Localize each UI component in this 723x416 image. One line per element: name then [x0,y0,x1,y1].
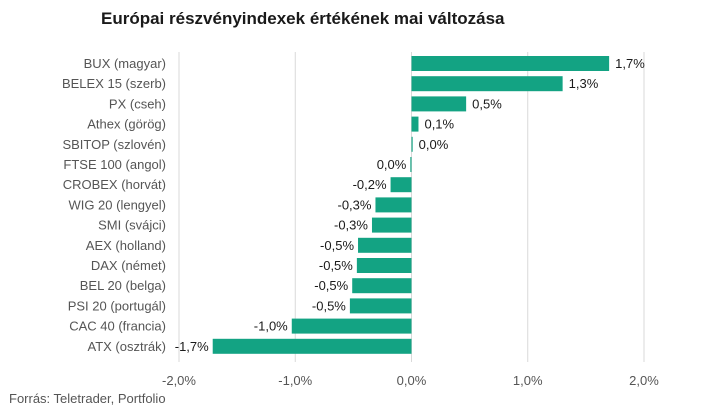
category-label: CAC 40 (francia) [69,319,166,334]
label-layer: BUX (magyar) 1,7% BELEX 15 (szerb) 1,3% PX (… [62,56,645,354]
bar [358,237,412,253]
bar [411,136,413,152]
bar [371,217,412,233]
value-label: -0,5% [320,238,354,253]
bar [375,197,412,213]
category-label: FTSE 100 (angol) [63,157,166,172]
bar [411,56,610,71]
category-label: SBITOP (szlovén) [62,137,166,152]
value-label: -0,2% [353,177,387,192]
source-note: Forrás: Teletrader, Portfolio [9,391,166,406]
value-label: 0,1% [424,117,454,132]
value-label: 0,5% [472,96,502,111]
bar [411,96,467,112]
x-tick-label: 2,0% [629,373,659,388]
category-label: ATX (osztrák) [88,339,167,354]
category-label: WIG 20 (lengyel) [68,197,166,212]
category-label: DAX (német) [91,258,166,273]
x-tick-label: 0,0% [397,373,427,388]
bar-layer [212,56,610,354]
bar [411,76,563,92]
category-label: PX (cseh) [109,96,166,111]
value-label: -0,5% [312,298,346,313]
x-axis: -2,0% -1,0% 0,0% 1,0% 2,0% [162,373,659,388]
category-label: PSI 20 (portugál) [68,298,166,313]
category-label: BUX (magyar) [84,56,166,71]
value-label: 0,0% [377,157,407,172]
x-tick-label: 1,0% [513,373,543,388]
value-label: -1,7% [175,339,209,354]
value-label: -0,5% [314,278,348,293]
bar [411,116,419,132]
category-label: BELEX 15 (szerb) [62,76,166,91]
bar [410,157,412,172]
category-label: CROBEX (horvát) [63,177,166,192]
value-label: -0,5% [319,258,353,273]
bar [390,177,412,193]
value-label: -0,3% [337,197,371,212]
category-label: AEX (holland) [86,238,166,253]
x-tick-label: -2,0% [162,373,196,388]
value-label: -1,0% [254,319,288,334]
bar [352,278,412,294]
bar [356,258,412,273]
chart-title: Európai részvényindexek értékének mai vá… [101,9,505,28]
category-label: Athex (görög) [87,117,166,132]
bar [291,318,412,334]
bar [349,298,412,314]
value-label: 1,7% [615,56,645,71]
value-label: 0,0% [419,137,449,152]
x-tick-label: -1,0% [278,373,312,388]
category-label: SMI (svájci) [98,218,166,233]
value-label: 1,3% [569,76,599,91]
bar [212,338,412,354]
value-label: -0,3% [334,218,368,233]
category-label: BEL 20 (belga) [80,278,166,293]
